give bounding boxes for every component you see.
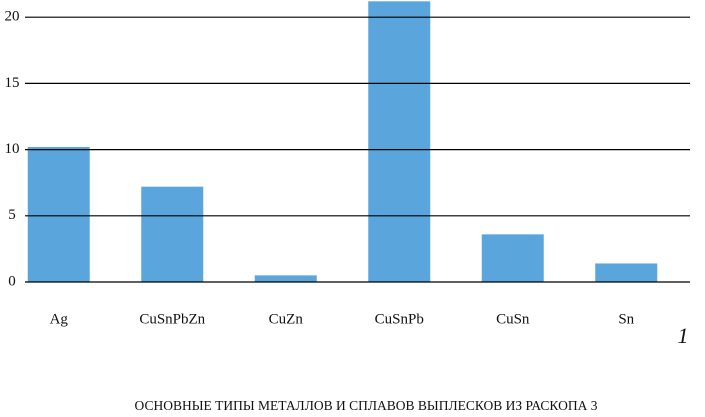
- y-tick-label: 10: [5, 141, 20, 157]
- bar: [254, 275, 317, 282]
- y-tick-label: 15: [5, 75, 20, 91]
- caption: ОСНОВНЫЕ ТИПЫ МЕТАЛЛОВ И СПЛАВОВ ВЫПЛЕСК…: [135, 398, 598, 413]
- bar: [481, 234, 544, 282]
- x-tick-label: CuSn: [496, 311, 530, 327]
- x-tick-label: CuSnPb: [375, 311, 424, 327]
- bar: [141, 186, 204, 282]
- y-tick-label: 0: [8, 273, 16, 289]
- y-tick-label: 5: [8, 207, 16, 223]
- annotation: 1: [678, 323, 689, 348]
- y-tick-label: 20: [5, 9, 20, 25]
- x-tick-label: Ag: [50, 311, 69, 327]
- x-tick-label: Sn: [618, 311, 634, 327]
- bar: [27, 146, 90, 282]
- x-tick-label: CuSnPbZn: [139, 311, 205, 327]
- x-tick-label: CuZn: [269, 311, 304, 327]
- bar: [368, 1, 431, 282]
- bar: [595, 263, 658, 282]
